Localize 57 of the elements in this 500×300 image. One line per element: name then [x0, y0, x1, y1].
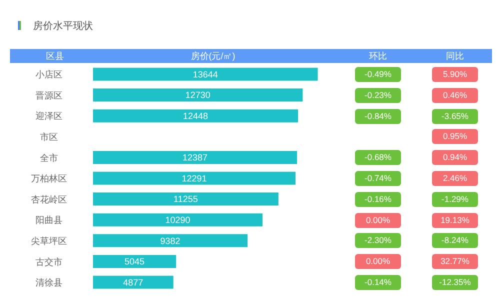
data-label: 0.95% [432, 129, 478, 144]
y-tick-label: 万柏林区 [31, 174, 67, 184]
bar [93, 172, 296, 185]
y-axis-title: 区县 [45, 50, 65, 63]
data-label: 4877 [123, 277, 144, 288]
data-label: -8.24% [432, 233, 478, 248]
data-label: -0.74% [355, 171, 401, 186]
data-label: 2.46% [432, 171, 478, 186]
data-label: -0.49% [355, 67, 401, 82]
data-label: -0.68% [355, 150, 401, 166]
y-tick-label: 尖草坪区 [31, 236, 67, 246]
bar [93, 213, 263, 226]
y-tick-label: 迎泽区 [36, 111, 62, 122]
bar [93, 150, 298, 164]
data-label: -12.35% [432, 275, 478, 290]
bar [93, 254, 176, 268]
data-label: 19.13% [432, 212, 478, 228]
data-label: 12448 [183, 111, 208, 122]
y-tick-label: 清徐县 [36, 278, 62, 288]
data-label: 5045 [124, 256, 145, 267]
bar [93, 109, 298, 122]
chart-title: 房价水平现状 [33, 20, 93, 33]
bar [93, 68, 318, 81]
data-label: 12291 [182, 173, 207, 184]
y-tick-label: 晋源区 [36, 90, 62, 100]
x-tick-label: 同比 [445, 50, 465, 63]
x-axis-title: 房价(元/㎡) [190, 50, 236, 63]
data-label: 0.00% [355, 212, 401, 228]
y-tick-label: 市区 [40, 132, 58, 142]
bar [93, 192, 278, 206]
bar [93, 88, 303, 102]
data-label: -2.30% [355, 233, 401, 248]
data-label: -0.14% [355, 275, 401, 290]
data-label: 11255 [174, 194, 198, 204]
data-label: 0.00% [355, 254, 401, 270]
bar [93, 276, 174, 289]
y-tick-label: 杏花岭区 [31, 194, 67, 204]
y-tick-label: 阳曲县 [36, 215, 62, 226]
data-label: -1.29% [432, 192, 478, 207]
data-label: 0.94% [432, 150, 478, 166]
y-tick-label: 古交市 [36, 256, 62, 267]
data-label: 12730 [185, 90, 210, 100]
y-tick-label: 小店区 [36, 70, 62, 80]
data-label: -0.16% [355, 192, 401, 207]
data-label: 9382 [160, 236, 180, 246]
data-label: -0.23% [355, 88, 401, 103]
data-label: 0.46% [432, 88, 478, 103]
data-label: 5.90% [432, 67, 478, 82]
data-label: 32.77% [432, 254, 478, 270]
data-label: 10290 [165, 215, 190, 226]
y-tick-label: 全市 [40, 152, 58, 163]
data-label: 12387 [182, 152, 208, 163]
bar [93, 234, 248, 248]
data-label: -0.84% [355, 108, 401, 124]
data-label: 13644 [192, 69, 218, 80]
x-tick-label: 环比 [368, 50, 388, 63]
data-label: -3.65% [432, 108, 478, 124]
